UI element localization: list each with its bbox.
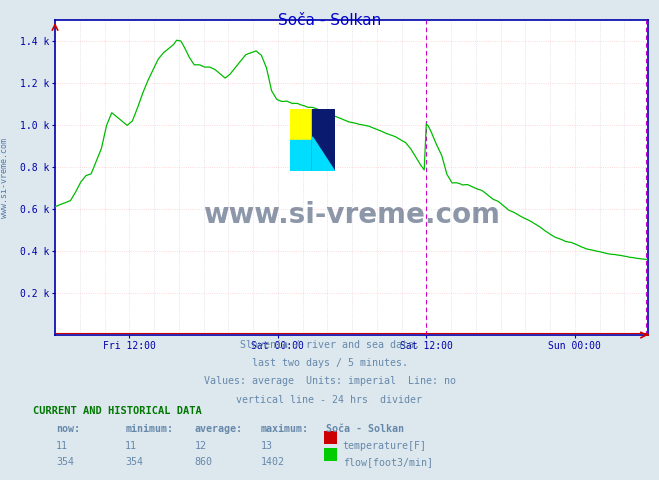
Text: www.si-vreme.com: www.si-vreme.com bbox=[0, 137, 9, 217]
Text: 1402: 1402 bbox=[260, 457, 284, 468]
Text: minimum:: minimum: bbox=[125, 424, 173, 434]
Text: CURRENT AND HISTORICAL DATA: CURRENT AND HISTORICAL DATA bbox=[33, 406, 202, 416]
Text: maximum:: maximum: bbox=[260, 424, 308, 434]
Text: Soča - Solkan: Soča - Solkan bbox=[326, 424, 404, 434]
Text: 860: 860 bbox=[194, 457, 212, 468]
Bar bbox=[290, 140, 312, 171]
Text: last two days / 5 minutes.: last two days / 5 minutes. bbox=[252, 358, 407, 368]
Text: flow[foot3/min]: flow[foot3/min] bbox=[343, 457, 433, 468]
Text: vertical line - 24 hrs  divider: vertical line - 24 hrs divider bbox=[237, 395, 422, 405]
Text: 354: 354 bbox=[125, 457, 143, 468]
Text: 354: 354 bbox=[56, 457, 74, 468]
Text: www.si-vreme.com: www.si-vreme.com bbox=[203, 201, 500, 229]
Text: Soča - Solkan: Soča - Solkan bbox=[278, 12, 381, 28]
Bar bbox=[312, 109, 335, 171]
Text: 11: 11 bbox=[125, 441, 137, 451]
Text: 13: 13 bbox=[260, 441, 272, 451]
Text: 11: 11 bbox=[56, 441, 68, 451]
Text: 12: 12 bbox=[194, 441, 206, 451]
Bar bbox=[290, 109, 312, 140]
Text: now:: now: bbox=[56, 424, 80, 434]
Text: average:: average: bbox=[194, 424, 243, 434]
Text: Slovenia / river and sea data.: Slovenia / river and sea data. bbox=[239, 340, 420, 350]
Text: Values: average  Units: imperial  Line: no: Values: average Units: imperial Line: no bbox=[204, 376, 455, 386]
Polygon shape bbox=[312, 137, 335, 171]
Text: temperature[F]: temperature[F] bbox=[343, 441, 426, 451]
